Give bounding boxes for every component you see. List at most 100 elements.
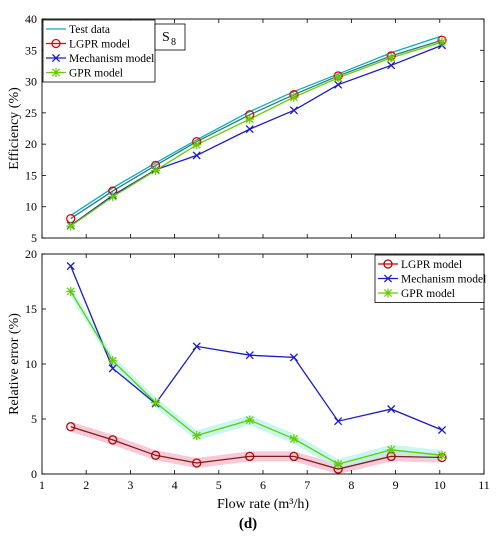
bottom-xtick-label-6: 7 bbox=[304, 478, 310, 492]
top-legend-marker-mechanism-model-stroke-b bbox=[51, 53, 61, 63]
top-point-gpr-model-7 bbox=[386, 53, 396, 63]
bottom-point-mechanism-model-6 bbox=[334, 417, 343, 426]
bottom-ytick-label-2: 10 bbox=[25, 357, 37, 371]
bottom-point-mechanism-model-7 bbox=[387, 405, 396, 414]
bottom-point-mechanism-model-3 bbox=[192, 342, 201, 351]
bottom-ytick-label-1: 5 bbox=[31, 412, 37, 426]
bottom-point-mechanism-model-1-stroke-b bbox=[108, 364, 117, 373]
top-point-mechanism-model-3 bbox=[192, 151, 201, 160]
top-ytick-label-2: 15 bbox=[25, 168, 37, 182]
top-point-gpr-model-1 bbox=[108, 192, 118, 202]
bottom-series-line-lgpr-model bbox=[70, 426, 443, 470]
bottom-legend-entry-lgpr-model: LGPR model bbox=[378, 259, 462, 271]
top-ytick-label-4: 25 bbox=[25, 106, 37, 120]
top-legend-marker-mechanism-model bbox=[51, 53, 61, 63]
bottom-point-lgpr-model-1 bbox=[108, 435, 118, 445]
bottom-point-mechanism-model-7-stroke-b bbox=[387, 405, 396, 414]
top-point-mechanism-model-4-stroke-b bbox=[245, 125, 254, 134]
top-point-mechanism-model-7-stroke-b bbox=[387, 61, 396, 70]
panel-label: (d) bbox=[239, 516, 257, 532]
bottom-point-mechanism-model-4-stroke-b bbox=[245, 351, 254, 360]
top-point-mechanism-model-7 bbox=[387, 61, 396, 70]
bottom-legend-label-lgpr-model: LGPR model bbox=[401, 259, 462, 271]
top-point-mechanism-model-4 bbox=[245, 125, 254, 134]
top-ytick-label-7: 40 bbox=[25, 12, 37, 26]
top-legend-box bbox=[42, 19, 156, 83]
top-legend-entry-lgpr-model: LGPR model bbox=[46, 39, 130, 51]
top-legend-entry-mechanism-model: Mechanism model bbox=[46, 53, 154, 65]
bottom-point-lgpr-model-5 bbox=[289, 451, 299, 462]
top-point-gpr-model-8 bbox=[437, 37, 447, 47]
bottom-ytick-label-4: 20 bbox=[25, 247, 37, 261]
bottom-xtick-label-0: 1 bbox=[39, 478, 45, 492]
top-point-mechanism-model-3-stroke-b bbox=[192, 151, 201, 160]
bottom-legend-entry-gpr-model: GPR model bbox=[378, 288, 455, 300]
bottom-point-mechanism-model-3-stroke-b bbox=[192, 342, 201, 351]
efficiency-panel: 5 10 15 20 25 30 35 40 Efficiency (%) Test data LG… bbox=[7, 12, 485, 245]
bottom-point-gpr-model-2 bbox=[151, 398, 161, 407]
bottom-point-lgpr-model-4 bbox=[245, 451, 255, 462]
bottom-legend-marker-mechanism-model-stroke-b bbox=[383, 274, 393, 283]
top-legend: Test data LGPR model Mechanism model GPR mo… bbox=[42, 19, 156, 83]
bottom-xtick-label-7: 8 bbox=[348, 478, 354, 492]
bottom-point-gpr-model-8 bbox=[437, 450, 447, 460]
top-legend-label-lgpr-model: LGPR model bbox=[69, 39, 130, 51]
top-point-mechanism-model-5-stroke-b bbox=[289, 106, 298, 115]
bottom-point-gpr-model-6 bbox=[333, 459, 343, 469]
bottom-xtick-label-3: 4 bbox=[172, 478, 178, 492]
top-legend-label-test-data: Test data bbox=[69, 24, 110, 36]
bottom-xtick-label-9: 10 bbox=[434, 478, 446, 492]
top-ytick-label-6: 35 bbox=[25, 43, 37, 57]
bottom-xtick-label-5: 6 bbox=[260, 478, 266, 492]
top-point-mechanism-model-6 bbox=[334, 80, 343, 89]
top-point-gpr-model-0 bbox=[66, 221, 76, 231]
bottom-band-lgpr-model bbox=[70, 421, 443, 475]
bottom-legend-marker-mechanism-model bbox=[383, 274, 393, 283]
top-ytick-label-1: 10 bbox=[25, 200, 37, 214]
bottom-ytick-label-0: 0 bbox=[31, 467, 37, 481]
bottom-ylabel: Relative error (%) bbox=[7, 313, 22, 415]
bottom-xtick-label-2: 3 bbox=[127, 478, 133, 492]
top-ytick-label-3: 20 bbox=[25, 137, 37, 151]
top-legend-label-mechanism-model: Mechanism model bbox=[69, 53, 154, 65]
bottom-xtick-label-10: 11 bbox=[478, 478, 490, 492]
top-annotation-subscript: 8 bbox=[171, 37, 176, 48]
top-ytick-label-5: 30 bbox=[25, 75, 37, 89]
top-legend-marker-lgpr-model bbox=[51, 38, 61, 49]
bottom-point-mechanism-model-5-stroke-b bbox=[289, 353, 298, 362]
top-legend-entry-gpr-model: GPR model bbox=[46, 68, 123, 80]
bottom-legend-label-mechanism-model: Mechanism model bbox=[401, 274, 486, 286]
bottom-point-gpr-model-7 bbox=[386, 445, 396, 455]
relative-error-panel: 1 2 3 4 5 6 7 8 9 10 11 0 5 10 15 20 Relative error (%) F… bbox=[7, 247, 490, 512]
bottom-point-mechanism-model-8-stroke-b bbox=[437, 425, 447, 435]
bottom-point-mechanism-model-0-stroke-b bbox=[66, 262, 75, 271]
bottom-xlabel: Flow rate (m³/h) bbox=[217, 497, 309, 512]
bottom-point-lgpr-model-2 bbox=[150, 450, 161, 460]
top-point-gpr-model-2 bbox=[151, 165, 161, 175]
top-ylabel: Efficiency (%) bbox=[7, 87, 22, 170]
bottom-point-mechanism-model-4 bbox=[245, 351, 254, 360]
top-point-mechanism-model-6-stroke-b bbox=[334, 80, 343, 89]
bottom-legend-entry-mechanism-model: Mechanism model bbox=[378, 274, 486, 286]
top-annotation-text: S bbox=[162, 30, 170, 45]
bottom-point-mechanism-model-1 bbox=[108, 364, 117, 373]
top-point-gpr-model-3 bbox=[192, 140, 202, 150]
bottom-point-gpr-model-0 bbox=[66, 286, 76, 296]
bottom-point-gpr-model-5 bbox=[289, 434, 299, 444]
top-point-gpr-model-5 bbox=[289, 92, 299, 102]
bottom-xtick-label-8: 9 bbox=[393, 478, 399, 492]
bottom-legend-marker-gpr-model bbox=[383, 288, 393, 298]
bottom-point-mechanism-model-8 bbox=[437, 425, 447, 435]
bottom-point-gpr-model-3 bbox=[192, 431, 202, 440]
top-legend-entry-test-data: Test data bbox=[46, 24, 110, 36]
bottom-point-gpr-model-4 bbox=[245, 415, 255, 425]
top-ytick-label-0: 5 bbox=[31, 231, 37, 245]
top-point-gpr-model-6 bbox=[333, 73, 343, 83]
bottom-legend-label-gpr-model: GPR model bbox=[401, 288, 455, 300]
bottom-point-mechanism-model-0 bbox=[66, 262, 75, 271]
bottom-ytick-label-3: 15 bbox=[25, 302, 37, 316]
top-point-gpr-model-4 bbox=[245, 114, 255, 124]
bottom-point-mechanism-model-6-stroke-b bbox=[334, 417, 343, 426]
